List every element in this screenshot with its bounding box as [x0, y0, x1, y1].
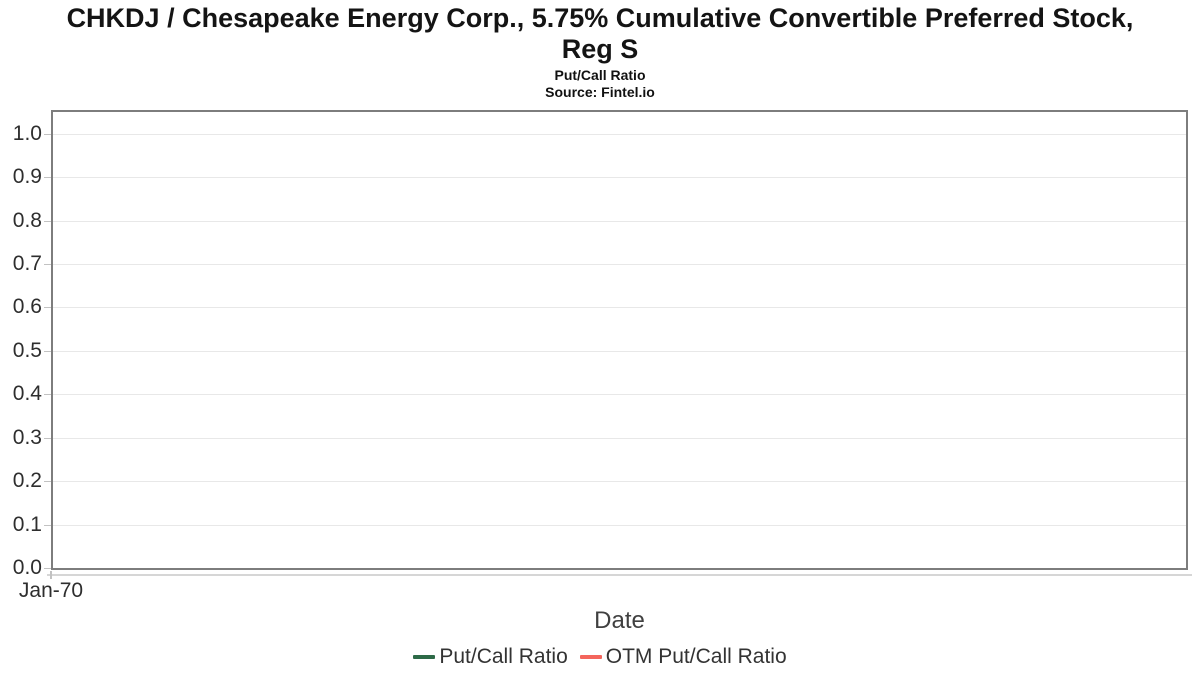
y-tick-label: 0.7 [12, 252, 42, 275]
y-tick-mark [44, 394, 51, 396]
y-tick-label: 0.6 [12, 295, 42, 319]
legend-label: OTM Put/Call Ratio [605, 645, 787, 668]
y-tick-mark [44, 264, 51, 265]
y-tick-mark [44, 350, 51, 352]
y-tick-mark [44, 437, 51, 439]
gridline [53, 177, 1186, 179]
legend-line-swatch [579, 655, 602, 659]
y-tick-label: 0.8 [12, 208, 42, 232]
gridline [53, 437, 1186, 439]
y-tick-label: 0.0 [12, 556, 42, 579]
plot-area [51, 110, 1188, 570]
gridline [53, 307, 1186, 309]
chart-title: CHKDJ / Chesapeake Energy Corp., 5.75% C… [0, 3, 1200, 65]
gridline [53, 133, 1186, 135]
gridline [53, 220, 1186, 222]
y-tick-label: 0.1 [12, 512, 42, 536]
legend-item-put-call-ratio[interactable]: Put/Call Ratio [413, 645, 568, 669]
legend-item-otm-put-call-ratio[interactable]: OTM Put/Call Ratio [579, 645, 787, 669]
x-tick-mark [50, 571, 52, 579]
chart-subtitle: Put/Call Ratio [554, 67, 646, 83]
y-tick-mark [44, 133, 51, 135]
legend: Put/Call Ratio OTM Put/Call Ratio [0, 645, 1200, 669]
x-axis-title: Date [594, 607, 645, 634]
y-tick-label: 0.3 [12, 425, 42, 449]
y-tick-mark [44, 220, 51, 222]
gridline [53, 481, 1186, 483]
chart-title-line1: CHKDJ / Chesapeake Energy Corp., 5.75% C… [66, 3, 1134, 33]
chart-source: Source: Fintel.io [545, 84, 655, 100]
y-tick-label: 0.9 [12, 165, 42, 189]
y-tick-label: 0.5 [12, 338, 42, 362]
gridline [53, 264, 1186, 265]
y-tick-mark [44, 177, 51, 179]
y-tick-mark [44, 307, 51, 309]
x-tick-label: Jan-70 [18, 579, 84, 602]
y-tick-label: 0.4 [12, 382, 42, 406]
y-tick-mark [44, 568, 51, 569]
gridline [53, 350, 1186, 352]
x-axis-line [47, 574, 1192, 576]
chart-title-line2: Reg S [561, 34, 639, 64]
gridline [53, 524, 1186, 526]
legend-line-swatch [413, 655, 436, 659]
y-tick-mark [44, 481, 51, 483]
legend-label: Put/Call Ratio [439, 645, 568, 668]
gridline [53, 394, 1186, 396]
y-tick-label: 1.0 [12, 121, 42, 145]
y-tick-label: 0.2 [12, 469, 42, 493]
y-tick-mark [44, 524, 51, 526]
